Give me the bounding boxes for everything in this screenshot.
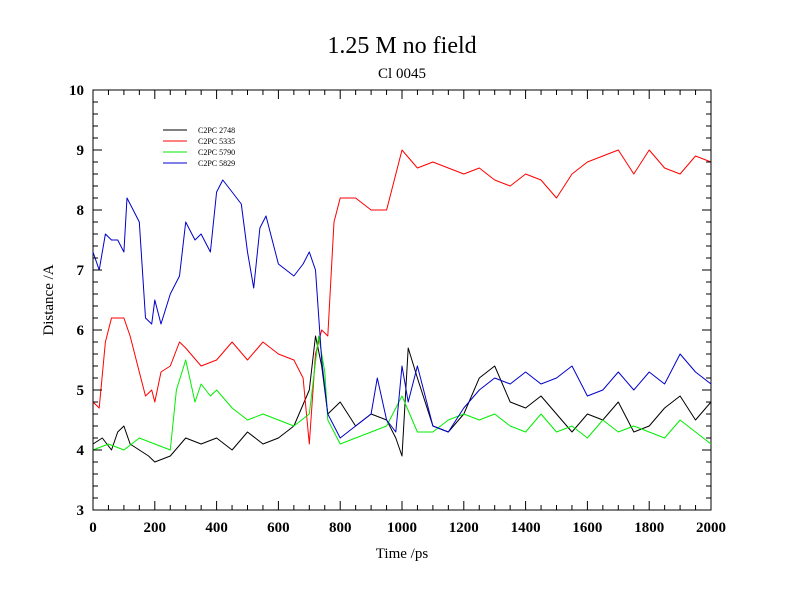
series-layer — [92, 149, 712, 463]
legend-label: C2PC 2748 — [198, 126, 235, 135]
x-tick-label: 2000 — [696, 520, 726, 536]
y-axis-label: Distance /A — [41, 264, 57, 335]
chart-subtitle: Cl 0045 — [378, 66, 426, 82]
x-tick-label: 1400 — [511, 520, 541, 536]
x-tick-label: 1200 — [449, 520, 479, 536]
legend-label: C2PC 5829 — [198, 159, 235, 168]
x-tick-label: 600 — [267, 520, 290, 536]
x-tick-label: 800 — [329, 520, 352, 536]
plot-frame — [92, 89, 712, 511]
y-tick-label: 10 — [69, 83, 84, 99]
series-line-c2pc-5790 — [92, 335, 712, 451]
y-tick-label: 6 — [77, 323, 85, 339]
legend-label: C2PC 5335 — [198, 137, 235, 146]
y-tick-label: 7 — [77, 263, 85, 279]
x-tick-label: 200 — [144, 520, 167, 536]
x-tick-label: 400 — [205, 520, 228, 536]
x-axis-label: Time /ps — [376, 546, 429, 562]
y-tick-label: 8 — [77, 203, 85, 219]
x-tick-label: 0 — [89, 520, 97, 536]
x-tick-label: 1000 — [387, 520, 417, 536]
series-line-c2pc-5829 — [92, 179, 712, 439]
axes-layer: 0 200 400 600 800 1000 1200 1400 1600 1800 2000 3 4 5… — [69, 83, 726, 536]
legend: C2PC 2748 C2PC 5335 C2PC 5790 C2PC 5829 — [163, 126, 235, 168]
chart-title: 1.25 M no field — [327, 33, 476, 59]
y-tick-label: 5 — [77, 383, 85, 399]
series-line-c2pc-5335 — [92, 149, 712, 445]
y-tick-label: 9 — [77, 143, 85, 159]
legend-label: C2PC 5790 — [198, 148, 235, 157]
x-tick-label: 1600 — [572, 520, 602, 536]
series-line-c2pc-2748 — [92, 335, 712, 463]
x-tick-label: 1800 — [634, 520, 664, 536]
y-tick-label: 4 — [77, 443, 85, 459]
y-tick-label: 3 — [77, 503, 85, 519]
